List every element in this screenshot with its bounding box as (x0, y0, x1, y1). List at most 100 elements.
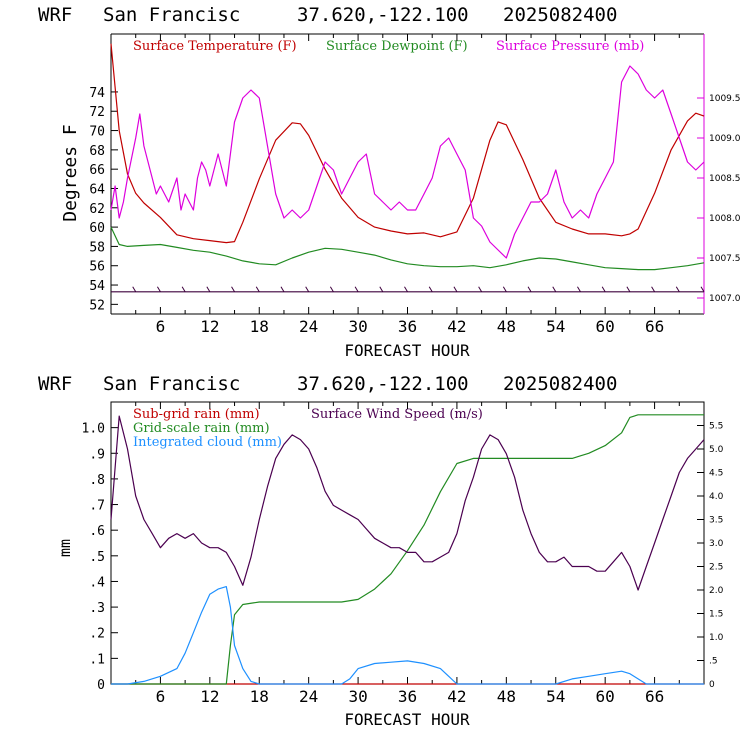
top-wind-barb (453, 286, 458, 293)
bottom-y2-tick-label: 1.5 (709, 610, 723, 620)
top-series-surface-temperature (110, 43, 705, 244)
legend-pressure: Surface Pressure (mb) (496, 39, 644, 54)
bottom-series-integrated-cloud (111, 586, 704, 685)
top-x-tick-label: 18 (250, 317, 269, 336)
bottom-title-location: San Francisc (103, 373, 240, 395)
top-y-axis-label: Degrees F (60, 124, 81, 222)
bottom-y-tick-label: .4 (89, 575, 105, 590)
top-title-date: 2025082400 (503, 4, 617, 26)
top-x-tick-label: 36 (398, 317, 417, 336)
bottom-x-tick-label: 30 (348, 687, 367, 706)
bottom-x-tick-label: 66 (645, 687, 664, 706)
top-wind-barb (404, 286, 408, 293)
top-wind-barb (502, 286, 507, 293)
top-y2-tick-label: 1009.5 (709, 94, 740, 104)
bottom-y-axis-label: mm (56, 539, 74, 557)
top-wind-barb (478, 286, 483, 293)
top-y-tick-label: 64 (89, 182, 105, 197)
bottom-y2-tick-label: 2.0 (709, 586, 724, 596)
bottom-y-tick-label: .5 (89, 550, 105, 565)
bottom-x-tick-label: 42 (447, 687, 466, 706)
top-wind-barb (255, 286, 260, 293)
top-wind-barb (601, 286, 606, 293)
top-x-tick-label: 30 (348, 317, 367, 336)
top-series (110, 43, 705, 293)
top-x-tick-label: 60 (596, 317, 615, 336)
top-wind-barb (675, 286, 680, 293)
top-x-tick-label: 24 (299, 317, 318, 336)
top-y-tick-label: 70 (89, 125, 105, 140)
top-wind-barb (156, 286, 161, 293)
bottom-y-tick-label: 1.0 (82, 422, 105, 437)
top-wind-barb (354, 286, 359, 293)
bottom-y-tick-label: .9 (89, 447, 105, 462)
top-wind-barb (552, 286, 557, 293)
top-wind-barb (305, 286, 310, 293)
bottom-y2-tick-label: 5.5 (709, 422, 723, 432)
bottom-x-tick-label: 36 (398, 687, 417, 706)
bottom-y-tick-label: .7 (89, 499, 105, 514)
top-y2-tick-label: 1007.5 (709, 254, 740, 264)
top-x-axis-label: FORECAST HOUR (344, 341, 470, 360)
bottom-series (110, 414, 705, 685)
top-wind-barb (626, 286, 631, 293)
top-wind-barb (181, 286, 186, 293)
top-y-tick-label: 58 (89, 240, 105, 255)
bottom-y2-tick-label: 1.0 (709, 633, 724, 643)
top-y-tick-label: 66 (89, 163, 105, 178)
bottom-y2-tick-label: .5 (709, 657, 718, 667)
top-x-tick-label: 12 (200, 317, 219, 336)
legend-integrated-cloud: Integrated cloud (mm) (133, 435, 282, 450)
top-wind-barb (379, 286, 384, 293)
bottom-y2-tick-label: 5.0 (709, 445, 724, 455)
top-x-tick-label: 48 (497, 317, 516, 336)
bottom-title-coords: 37.620,-122.100 (297, 373, 469, 395)
top-plot-frame (110, 33, 705, 315)
top-series-surface-pressure (110, 65, 705, 259)
top-wind-barb (651, 286, 656, 293)
bottom-x-tick-label: 12 (200, 687, 219, 706)
bottom-x-tick-label: 24 (299, 687, 318, 706)
top-wind-barb (206, 286, 211, 293)
top-wind-barb (700, 286, 705, 293)
top-axes: 6 12 18 24 30 36 42 48 54 60 66 52 54 56 58 60 62 64 66 68 7… (89, 34, 740, 336)
bottom-series-surface-wind-speed (110, 415, 705, 591)
top-x-tick-label: 54 (546, 317, 565, 336)
bottom-x-axis-label: FORECAST HOUR (344, 710, 470, 729)
bottom-y2-tick-label: 4.0 (709, 492, 724, 502)
bottom-y-tick-label: .3 (89, 601, 105, 616)
legend-subgrid-rain: Sub-grid rain (mm) (133, 407, 260, 422)
bottom-y2-tick-label: 0 (709, 680, 715, 690)
top-y2-tick-label: 1008.0 (709, 214, 740, 224)
top-y2-tick-label: 1009.0 (709, 134, 740, 144)
top-wind-barb (428, 286, 433, 293)
top-wind-barb (231, 286, 235, 293)
bottom-x-tick-label: 54 (546, 687, 565, 706)
bottom-series-grid-scale-rain (111, 414, 704, 685)
bottom-y-tick-label: .8 (89, 473, 105, 488)
bottom-title-date: 2025082400 (503, 373, 617, 395)
top-wind-barb (577, 286, 581, 293)
bottom-y2-tick-label: 3.0 (709, 539, 724, 549)
bottom-y-tick-label: 0 (97, 678, 105, 693)
bottom-x-tick-label: 60 (596, 687, 615, 706)
top-y2-tick-label: 1007.0 (709, 294, 740, 304)
top-x-tick-label: 42 (447, 317, 466, 336)
top-y-tick-label: 52 (89, 298, 105, 313)
top-wind-barb (132, 286, 137, 293)
top-y-tick-label: 68 (89, 144, 105, 159)
bottom-y2-tick-label: 3.5 (709, 516, 723, 526)
top-y-tick-label: 62 (89, 202, 105, 217)
top-wind-barb (329, 286, 334, 293)
bottom-y-tick-label: .1 (89, 652, 105, 667)
top-series-surface-dewpoint (110, 226, 705, 271)
top-title-model: WRF (38, 4, 72, 26)
bottom-axes: 6 12 18 24 30 36 42 48 54 60 66 0 .1 .2 .3 .4 .5 .6 .7 .8 .9… (82, 402, 724, 706)
top-y-tick-label: 54 (89, 279, 105, 294)
legend-dewpoint: Surface Dewpoint (F) (326, 39, 468, 54)
bottom-y2-tick-label: 2.5 (709, 563, 723, 573)
top-wind-barb (280, 286, 285, 293)
top-y-tick-label: 72 (89, 105, 105, 120)
top-x-tick-label: 66 (645, 317, 664, 336)
